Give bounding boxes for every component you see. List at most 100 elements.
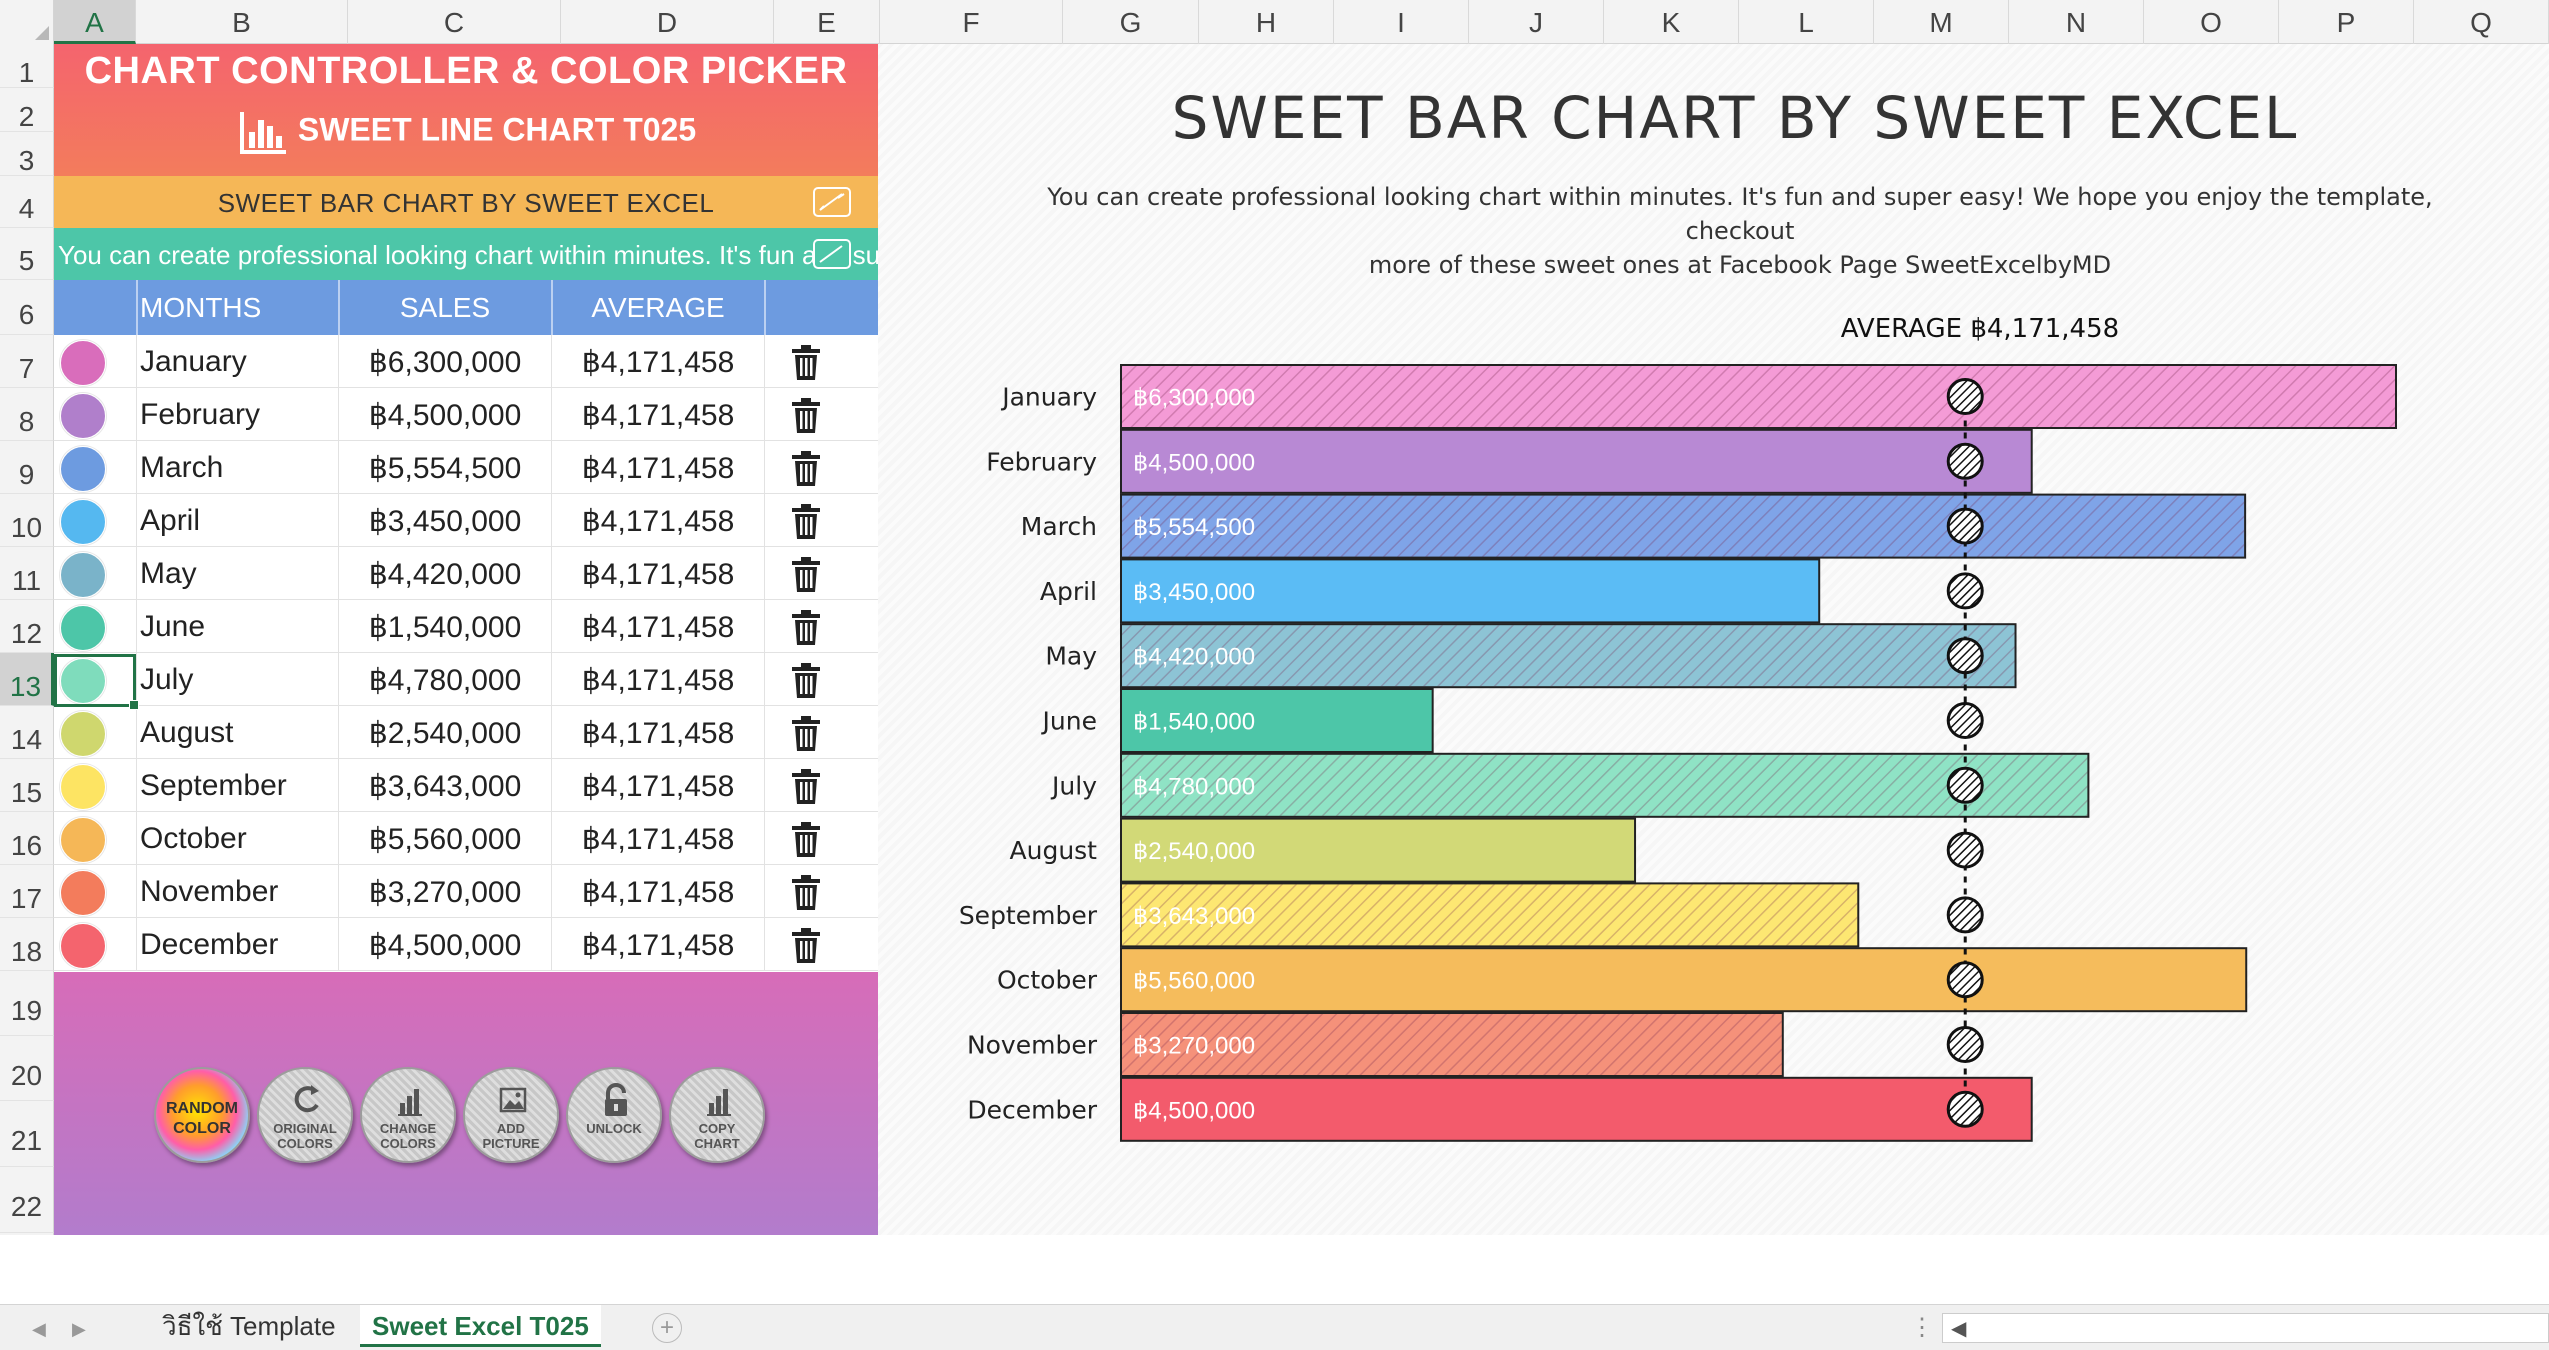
column-header-a[interactable]: A [54, 0, 136, 44]
add-sheet-icon[interactable]: + [652, 1313, 682, 1343]
trash-icon[interactable] [790, 345, 822, 381]
row-header-18[interactable]: 18 [0, 918, 54, 971]
sales-cell[interactable]: ฿5,554,500 [368, 452, 522, 485]
color-picker-dot[interactable] [60, 764, 106, 810]
average-cell[interactable]: ฿4,171,458 [581, 876, 735, 909]
column-header-j[interactable]: J [1469, 0, 1604, 44]
row-header-3[interactable]: 3 [0, 132, 54, 176]
row-header-1[interactable]: 1 [0, 44, 54, 88]
month-cell[interactable]: January [140, 345, 247, 378]
average-cell[interactable]: ฿4,171,458 [581, 929, 735, 962]
random-color-button[interactable]: RANDOM COLOR [154, 1067, 250, 1163]
trash-icon[interactable] [790, 557, 822, 593]
column-header-h[interactable]: H [1199, 0, 1334, 44]
sales-cell[interactable]: ฿4,500,000 [368, 399, 522, 432]
month-cell[interactable]: May [140, 557, 197, 590]
bar-group[interactable]: March ฿5,554,500 [1021, 493, 2247, 559]
average-cell[interactable]: ฿4,171,458 [581, 611, 735, 644]
row-header-19[interactable]: 19 [0, 971, 54, 1036]
row-header-21[interactable]: 21 [0, 1101, 54, 1167]
sales-cell[interactable]: ฿2,540,000 [368, 717, 522, 750]
bar[interactable] [1120, 947, 2248, 1013]
sales-cell[interactable]: ฿1,540,000 [368, 611, 522, 644]
color-picker-dot[interactable] [60, 923, 106, 969]
color-picker-dot[interactable] [60, 658, 106, 704]
sales-cell[interactable]: ฿3,643,000 [368, 770, 522, 803]
column-header-p[interactable]: P [2279, 0, 2414, 44]
bar-group[interactable]: May ฿4,420,000 [1045, 623, 2017, 689]
scroll-left-icon[interactable]: ◀ [1951, 1318, 1967, 1340]
column-header-b[interactable]: B [136, 0, 348, 44]
average-cell[interactable]: ฿4,171,458 [581, 505, 735, 538]
month-cell[interactable]: September [140, 769, 287, 802]
column-header-c[interactable]: C [348, 0, 561, 44]
add-picture-button[interactable]: ADD PICTURE [463, 1067, 559, 1163]
bar-group[interactable]: August ฿2,540,000 [1010, 817, 1637, 883]
color-picker-dot[interactable] [60, 817, 106, 863]
column-header-e[interactable]: E [774, 0, 880, 44]
sales-cell[interactable]: ฿6,300,000 [368, 346, 522, 379]
sales-cell[interactable]: ฿4,780,000 [368, 664, 522, 697]
bar-group[interactable]: January ฿6,300,000 [1000, 364, 2397, 429]
horizontal-scrollbar[interactable]: ◀ [1942, 1313, 2549, 1343]
bar-group[interactable]: December ฿4,500,000 [967, 1076, 2033, 1142]
trash-icon[interactable] [790, 928, 822, 964]
month-cell[interactable]: February [140, 398, 261, 431]
month-cell[interactable]: December [140, 928, 279, 961]
color-picker-dot[interactable] [60, 499, 106, 545]
bar-group[interactable]: June ฿1,540,000 [1041, 688, 1434, 753]
color-picker-dot[interactable] [60, 552, 106, 598]
bar[interactable] [1120, 428, 2033, 494]
column-header-o[interactable]: O [2144, 0, 2279, 44]
color-picker-dot[interactable] [60, 393, 106, 439]
bar-chart[interactable]: January ฿6,300,000 February ฿4,500,000 March… [878, 340, 2549, 1240]
original-colors-button[interactable]: ORIGINAL COLORS [257, 1067, 353, 1163]
average-cell[interactable]: ฿4,171,458 [581, 717, 735, 750]
color-picker-dot[interactable] [60, 446, 106, 492]
sheet-tab-main[interactable]: Sweet Excel T025 [360, 1305, 601, 1347]
chart-title-cell[interactable]: SWEET BAR CHART BY SWEET EXCEL [54, 176, 878, 228]
sales-cell[interactable]: ฿3,270,000 [368, 876, 522, 909]
sales-cell[interactable]: ฿5,560,000 [368, 823, 522, 856]
row-header-12[interactable]: 12 [0, 600, 54, 653]
row-header-15[interactable]: 15 [0, 759, 54, 812]
column-header-m[interactable]: M [1874, 0, 2009, 44]
selected-cell[interactable] [54, 654, 139, 710]
bar[interactable] [1120, 558, 1821, 624]
edit-icon[interactable] [812, 186, 852, 218]
prev-sheet-icon[interactable]: ◀ [32, 1319, 46, 1339]
row-header-22[interactable]: 22 [0, 1167, 54, 1233]
color-picker-dot[interactable] [60, 870, 106, 916]
average-cell[interactable]: ฿4,171,458 [581, 558, 735, 591]
unlock-button[interactable]: UNLOCK [566, 1067, 662, 1163]
bar-group[interactable]: September ฿3,643,000 [959, 882, 1860, 948]
row-header-20[interactable]: 20 [0, 1036, 54, 1101]
bar-group[interactable]: October ฿5,560,000 [997, 947, 2248, 1013]
sales-cell[interactable]: ฿4,420,000 [368, 558, 522, 591]
bar-group[interactable]: April ฿3,450,000 [1040, 558, 1821, 624]
select-all-corner[interactable] [0, 0, 54, 44]
sales-cell[interactable]: ฿4,500,000 [368, 929, 522, 962]
change-colors-button[interactable]: CHANGE COLORS [360, 1067, 456, 1163]
trash-icon[interactable] [790, 504, 822, 540]
average-cell[interactable]: ฿4,171,458 [581, 346, 735, 379]
column-header-q[interactable]: Q [2414, 0, 2549, 44]
average-cell[interactable]: ฿4,171,458 [581, 823, 735, 856]
bar-group[interactable]: July ฿4,780,000 [1050, 752, 2090, 818]
month-cell[interactable]: March [140, 451, 224, 484]
month-cell[interactable]: November [140, 875, 279, 908]
row-header-5[interactable]: 5 [0, 228, 54, 280]
row-header-17[interactable]: 17 [0, 865, 54, 918]
description-cell[interactable]: You can create professional looking char… [54, 228, 878, 280]
month-cell[interactable]: August [140, 716, 234, 749]
color-picker-dot[interactable] [60, 340, 106, 386]
row-header-13[interactable]: 13 [0, 653, 54, 706]
row-header-7[interactable]: 7 [0, 335, 54, 388]
sheet-tab-instructions[interactable]: วิธีใช้ Template [162, 1311, 336, 1341]
row-header-6[interactable]: 6 [0, 280, 54, 335]
month-cell[interactable]: July [140, 663, 194, 696]
color-picker-dot[interactable] [60, 711, 106, 757]
row-header-10[interactable]: 10 [0, 494, 54, 547]
next-sheet-icon[interactable]: ▶ [72, 1319, 86, 1339]
bar-group[interactable]: February ฿4,500,000 [986, 428, 2033, 494]
